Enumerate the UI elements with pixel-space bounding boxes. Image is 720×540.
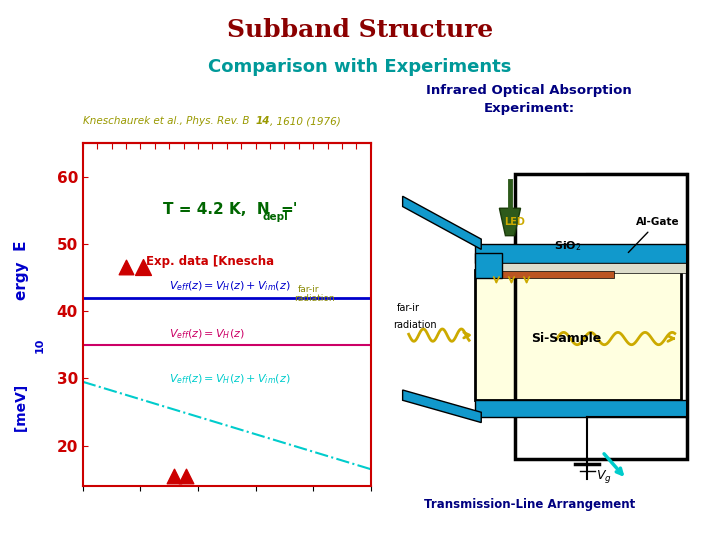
Bar: [475, 270, 681, 400]
Text: Infrared Optical Absorption
Experiment:: Infrared Optical Absorption Experiment:: [426, 84, 632, 116]
Text: Kneschaurek et al., Phys. Rev. B: Kneschaurek et al., Phys. Rev. B: [83, 117, 253, 126]
Text: =': =': [280, 202, 297, 217]
Text: [meV]: [meV]: [14, 384, 29, 436]
Text: ergy  E: ergy E: [14, 240, 29, 300]
Bar: [475, 400, 687, 417]
Polygon shape: [500, 208, 521, 235]
Text: radiation: radiation: [394, 320, 437, 330]
Point: [120, 263, 132, 272]
Text: $V_{eff}(z)=V_H(z)$: $V_{eff}(z)=V_H(z)$: [169, 327, 245, 341]
Bar: [500, 271, 614, 278]
Bar: [475, 253, 503, 278]
Text: , 1610 (1976): , 1610 (1976): [270, 117, 341, 126]
Polygon shape: [402, 196, 481, 249]
Text: Subband Structure: Subband Structure: [227, 18, 493, 42]
Text: SiO$_2$: SiO$_2$: [554, 239, 581, 253]
Text: Exp. data [Knescha: Exp. data [Knescha: [146, 255, 274, 268]
Text: Si-Sample: Si-Sample: [531, 332, 601, 345]
Text: Al-Gate: Al-Gate: [629, 218, 679, 253]
Bar: [475, 244, 687, 263]
Point: [138, 263, 149, 272]
Text: T = 4.2 K,  N: T = 4.2 K, N: [163, 202, 270, 217]
Text: 14: 14: [256, 117, 270, 126]
Text: $V_{eff}(z)=V_H(z)+V_{im}(z)$: $V_{eff}(z)=V_H(z)+V_{im}(z)$: [169, 280, 291, 293]
Text: far-ir: far-ir: [297, 285, 319, 294]
Bar: [475, 263, 687, 273]
Text: LED: LED: [504, 218, 525, 227]
Text: far-ir: far-ir: [397, 303, 420, 313]
Text: 10: 10: [35, 338, 45, 353]
Polygon shape: [402, 390, 481, 423]
Bar: [515, 174, 687, 458]
Text: depl: depl: [263, 212, 289, 222]
Text: Comparison with Experiments: Comparison with Experiments: [208, 58, 512, 77]
Text: Transmission-Line Arrangement: Transmission-Line Arrangement: [423, 498, 635, 511]
Text: $V_{eff}(z)=V_H(z)+V_{im}(z)$: $V_{eff}(z)=V_H(z)+V_{im}(z)$: [169, 372, 291, 386]
Text: $V_g$: $V_g$: [596, 468, 612, 485]
Point: [168, 471, 179, 480]
Text: radiation: radiation: [294, 294, 335, 303]
Point: [181, 471, 192, 480]
